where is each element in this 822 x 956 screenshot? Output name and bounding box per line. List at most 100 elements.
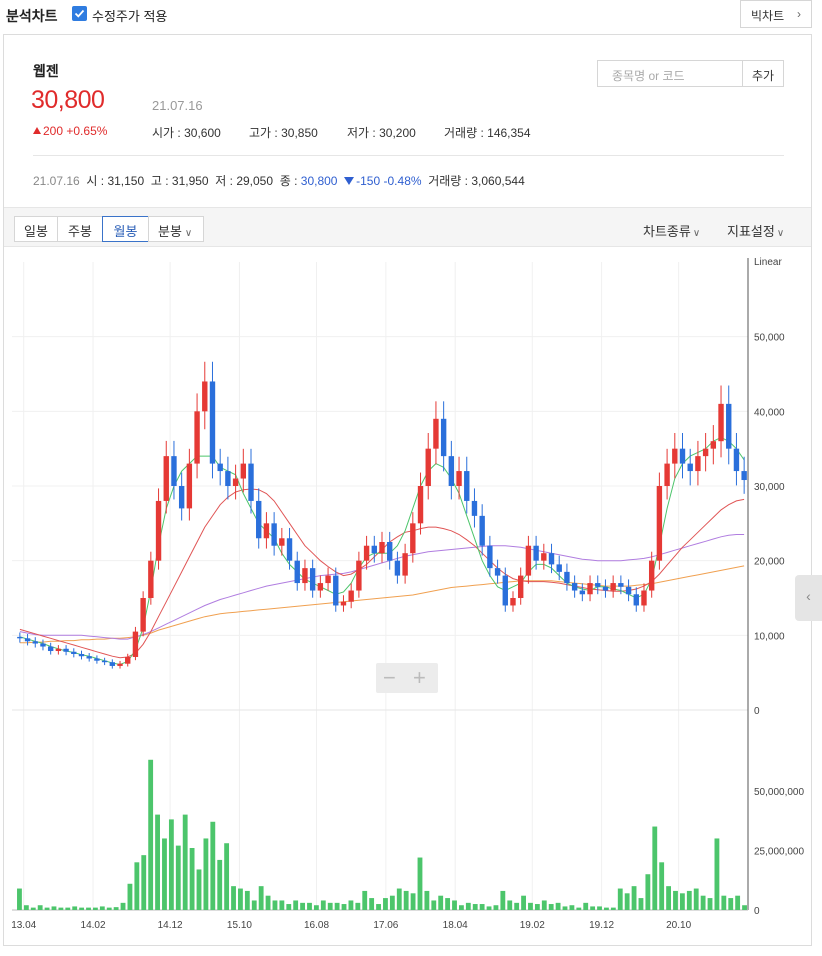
candle-body <box>417 486 424 524</box>
volume-bar <box>693 888 699 910</box>
volume-bar <box>652 826 658 910</box>
period-tabbar: 일봉 주봉 월봉 분봉 ∨ 차트종류 ∨ 지표설정 ∨ <box>4 207 811 247</box>
chart-type-dropdown[interactable]: 차트종류 ∨ <box>643 221 700 240</box>
x-tick-label: 17.06 <box>373 920 398 931</box>
summary-line: 21.07.16 시 : 31,150 고 : 31,950 저 : 29,05… <box>33 174 525 188</box>
high-label: 고가 <box>249 126 272 140</box>
candle-body <box>256 500 262 539</box>
x-tick-label: 18.04 <box>443 920 468 931</box>
candle-body <box>687 463 693 472</box>
candle-body <box>263 523 270 539</box>
stock-name: 웹젠 <box>33 63 59 79</box>
divider <box>33 155 784 156</box>
summary-open-label: 시 <box>86 174 98 188</box>
volume-bar <box>376 904 381 910</box>
volume-bar <box>313 905 319 910</box>
volume-bar <box>65 907 71 910</box>
candle-body <box>440 418 447 457</box>
candle-body <box>225 471 231 486</box>
candle-body <box>710 441 717 449</box>
summary-change: -150 <box>356 174 381 188</box>
volume-bar <box>203 838 209 910</box>
volume-bar <box>168 819 174 910</box>
adjusted-price-label[interactable]: 수정주가 적용 <box>92 9 168 24</box>
volume-bar <box>37 905 43 910</box>
candle-body <box>317 583 324 591</box>
volume-tick-label: 50,000,000 <box>754 787 804 798</box>
add-stock-button[interactable]: 추가 <box>742 60 784 87</box>
adjusted-price-checkbox[interactable] <box>72 6 87 21</box>
ma20-line <box>19 488 745 659</box>
x-tick-label: 19.12 <box>589 920 614 931</box>
volume-bar <box>555 902 561 910</box>
volume-value: 146,354 <box>487 126 531 140</box>
candle-body <box>633 594 639 606</box>
volume-bar <box>521 895 526 910</box>
volume-bar <box>541 900 547 910</box>
volume-bar <box>679 893 685 910</box>
candle-body <box>402 553 408 576</box>
volume-bar <box>417 857 423 910</box>
volume-bar <box>403 890 409 910</box>
tab-monthly[interactable]: 월봉 <box>102 216 149 242</box>
tab-weekly[interactable]: 주봉 <box>57 216 103 242</box>
volume-bar <box>300 902 306 910</box>
chart-type-label: 차트종류 <box>643 224 691 239</box>
volume-bar <box>383 898 388 910</box>
candle-body <box>579 590 586 595</box>
volume-bar <box>307 902 312 910</box>
volume-bar <box>196 869 202 910</box>
down-triangle-icon <box>344 177 355 185</box>
volume-bar <box>217 859 223 910</box>
bigchart-button[interactable]: 빅차트 › <box>740 0 812 28</box>
open-quote: 시가 : 30,600 <box>152 126 221 140</box>
candle-body <box>741 471 747 481</box>
y-tick-label: 20,000 <box>754 557 785 568</box>
volume-bar <box>348 900 354 910</box>
volume-bar <box>30 907 36 910</box>
candle-body <box>171 456 177 486</box>
x-tick-label: 16.08 <box>304 920 329 931</box>
volume-bar <box>534 904 540 910</box>
zoom-out-button[interactable]: − <box>383 665 396 690</box>
tab-daily[interactable]: 일봉 <box>14 216 58 242</box>
volume-bar <box>72 906 78 910</box>
volume-bar <box>120 902 126 910</box>
volume-bar <box>583 902 589 910</box>
volume-bar <box>638 898 644 910</box>
candle-body <box>564 571 570 584</box>
candle-body <box>148 560 154 598</box>
candle-body <box>86 656 92 659</box>
volume-bar <box>445 898 451 910</box>
tab-minute-label: 분봉 <box>158 224 182 239</box>
summary-high-label: 고 <box>150 174 162 188</box>
candle-body <box>541 553 547 561</box>
candle-body <box>556 564 562 572</box>
zoom-in-button[interactable]: + <box>413 665 426 690</box>
candle-body <box>656 486 663 561</box>
volume-tick-label: 25,000,000 <box>754 846 804 857</box>
candle-body <box>309 568 316 591</box>
candle-body <box>209 381 216 464</box>
volume-bar <box>334 902 340 910</box>
stock-search-input[interactable]: 종목명 or 코드 <box>597 60 742 87</box>
change-amount: 200 <box>43 124 64 138</box>
low-label: 저가 <box>347 126 370 140</box>
indicator-dropdown[interactable]: 지표설정 ∨ <box>727 221 784 240</box>
volume-bar <box>320 900 326 910</box>
volume-bar <box>238 888 243 910</box>
candle-body <box>140 598 146 632</box>
volume-bar <box>134 862 140 910</box>
volume-bar <box>576 907 582 910</box>
volume-bar <box>714 838 720 910</box>
volume-bar <box>293 900 299 910</box>
volume-bar <box>258 886 264 910</box>
zoom-control: − + <box>376 663 438 693</box>
tab-minute[interactable]: 분봉 ∨ <box>148 216 204 242</box>
side-panel-toggle[interactable]: ‹ <box>795 575 822 621</box>
volume-bar <box>155 814 160 910</box>
volume-quote: 거래량 : 146,354 <box>444 126 531 140</box>
top-toolbar: 분석차트 수정주가 적용 빅차트 › <box>0 0 822 30</box>
volume-bar <box>528 902 533 910</box>
